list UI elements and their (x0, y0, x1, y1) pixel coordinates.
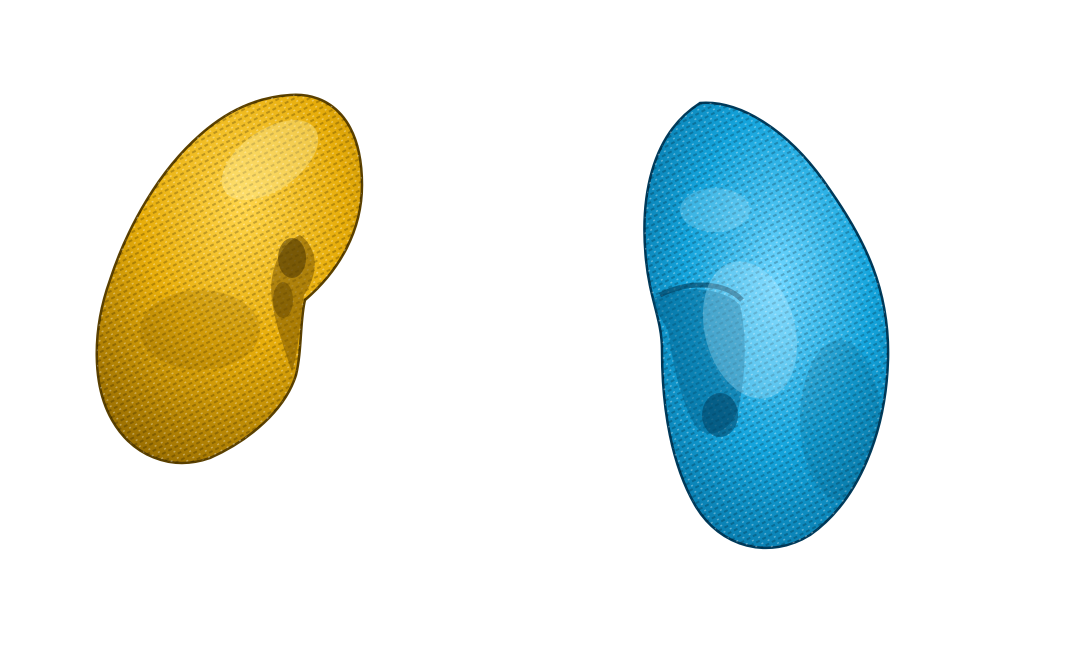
left-kidney-model (95, 93, 364, 465)
right-kidney-model (643, 101, 890, 550)
